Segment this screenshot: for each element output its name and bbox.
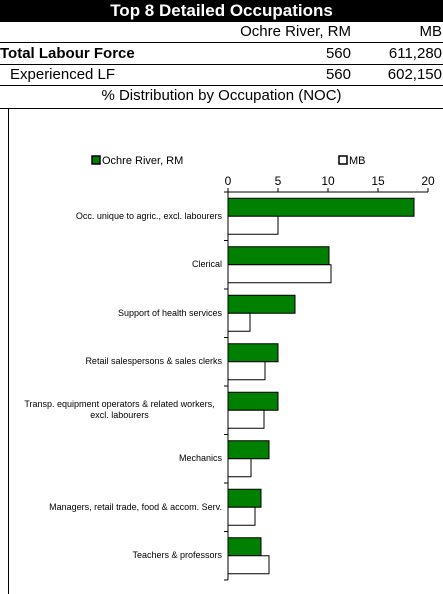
bar: [227, 312, 251, 332]
legend-swatch: [338, 155, 348, 165]
cell: 611,280: [388, 45, 442, 62]
bar: [227, 440, 270, 460]
category-label: Retail salespersons & sales clerks: [85, 342, 222, 382]
bar: [227, 197, 415, 217]
rule: [0, 85, 443, 86]
title: Top 8 Detailed Occupations: [110, 1, 333, 20]
column-header: MB: [419, 23, 443, 40]
bar: [227, 246, 330, 266]
row-label: Experienced LF: [10, 66, 116, 83]
x-tick-label: 20: [421, 174, 435, 188]
bar: [227, 537, 262, 557]
category-label: Teachers & professors: [132, 536, 222, 576]
legend-swatch: [91, 155, 101, 165]
bar: [227, 555, 270, 575]
bar: [227, 264, 332, 284]
rule: [0, 64, 443, 65]
legend-label: MB: [349, 155, 366, 167]
cell: 602,150: [387, 66, 442, 83]
bar: [227, 409, 265, 429]
x-tick-label: 10: [321, 174, 335, 188]
rule: [0, 108, 443, 109]
category-label: Mechanics: [179, 439, 222, 479]
category-text: Support of health services: [117, 307, 222, 318]
bar: [227, 506, 256, 526]
cell: 560: [325, 66, 351, 83]
category-text: Mechanics: [178, 453, 222, 464]
column-header: Ochre River, RM: [240, 23, 351, 40]
x-tick-label: 0: [225, 174, 232, 188]
category-label: Clerical: [192, 245, 222, 285]
category-text: Retail salespersons & sales clerks: [85, 356, 222, 367]
row-label: Total Labour Force: [0, 45, 135, 62]
rule: [0, 42, 443, 43]
chart-border: [8, 108, 9, 594]
bar: [227, 488, 262, 508]
bar: [227, 391, 279, 411]
category-text: Clerical: [191, 259, 222, 270]
subtitle: % Distribution by Occupation (NOC): [101, 87, 342, 104]
category-text: Transp. equipment operators & related wo…: [24, 399, 215, 421]
title-bar: [0, 0, 443, 22]
bar: [227, 458, 252, 478]
x-tick-label: 15: [371, 174, 385, 188]
bar: [227, 294, 296, 314]
bar: [227, 343, 279, 363]
x-tick-label: 5: [275, 174, 282, 188]
category-text: Teachers & professors: [132, 550, 222, 561]
category-label: Occ. unique to agric., excl. labourers: [76, 196, 222, 236]
category-label: Transp. equipment operators & related wo…: [17, 390, 222, 430]
legend-label: Ochre River, RM: [102, 155, 183, 167]
bar: [227, 215, 279, 235]
cell: 560: [325, 45, 351, 62]
category-label: Support of health services: [118, 293, 222, 333]
bar: [227, 361, 266, 381]
category-label: Managers, retail trade, food & accom. Se…: [49, 487, 222, 527]
category-text: Managers, retail trade, food & accom. Se…: [49, 501, 222, 512]
category-text: Occ. unique to agric., excl. labourers: [75, 210, 222, 221]
